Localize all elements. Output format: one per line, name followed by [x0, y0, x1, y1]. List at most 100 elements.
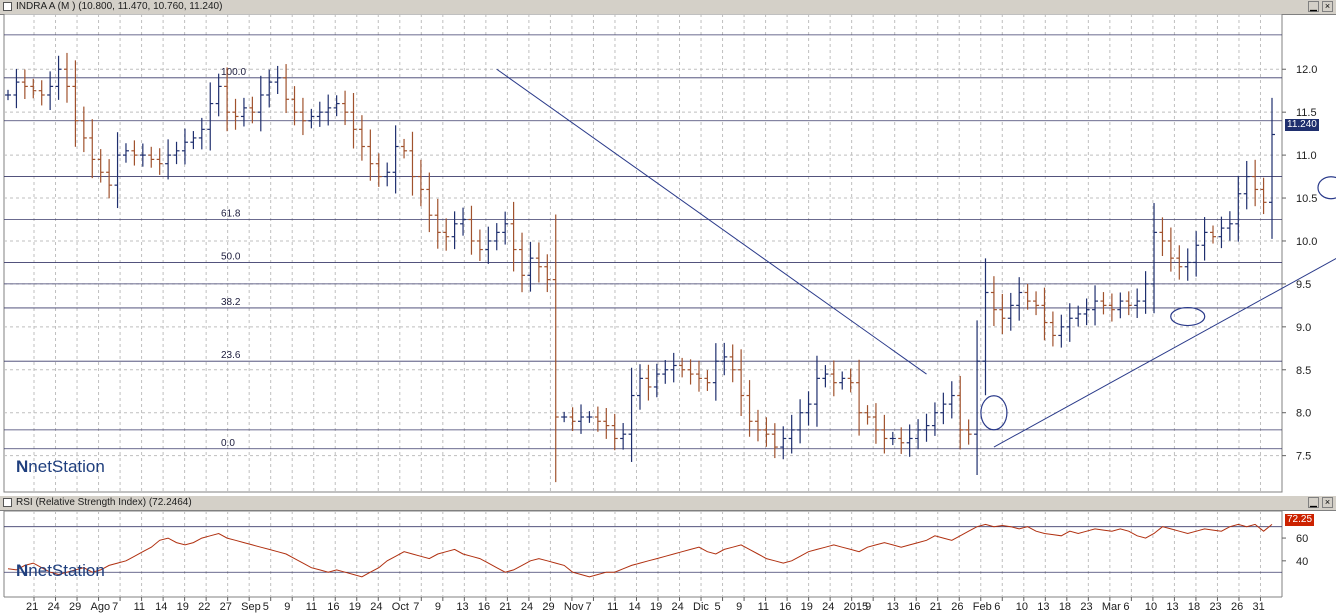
close-icon[interactable]: × [1322, 497, 1333, 508]
price-chart: 7.5 8.0 8.5 9.0 9.5 10.0 10.5 11.0 11.5 12.0 100.0… [3, 14, 1336, 493]
ohlc-bar [38, 80, 45, 106]
ohlc-bar [898, 427, 905, 454]
ohlc-bar [653, 363, 660, 398]
ohlc-bar [1100, 292, 1107, 315]
ohlc-bar [637, 364, 643, 410]
ohlc-bar [754, 409, 761, 442]
x-tick-label: 24 [521, 601, 533, 613]
ohlc-bar [915, 419, 922, 450]
ohlc-bar [207, 82, 214, 151]
minimize-button[interactable]: ▁ [1308, 497, 1319, 508]
ohlc-bar [460, 207, 467, 236]
x-tick-label: 19 [349, 601, 361, 613]
x-tick-label: 19 [177, 601, 189, 613]
ohlc-bar [805, 391, 812, 426]
ohlc-bar [999, 293, 1006, 334]
ohlc-bar [872, 403, 879, 444]
y-tick-label: 11.5 [1296, 107, 1317, 119]
ohlc-bar [645, 364, 652, 401]
close-icon[interactable]: × [1322, 1, 1333, 12]
x-tick-label: 13 [456, 601, 468, 613]
ohlc-bar [358, 115, 365, 161]
x-tick-label: 23 [1209, 601, 1221, 613]
x-tick-label: 24 [48, 601, 60, 613]
ohlc-bar [181, 128, 188, 165]
ohlc-bar [409, 131, 416, 196]
ohlc-bar [738, 349, 745, 417]
ohlc-bar [106, 159, 113, 199]
x-tick-label: 13 [1037, 601, 1049, 613]
x-tick-label: 26 [1231, 601, 1243, 613]
ohlc-bar [375, 153, 382, 187]
x-tick-label: 11 [758, 601, 769, 613]
ohlc-bar [923, 413, 930, 442]
ohlc-bar [485, 226, 492, 264]
ohlc-bar [434, 198, 441, 249]
ohlc-bar [1117, 292, 1124, 319]
ohlc-bar [13, 68, 20, 109]
panel-icon [3, 2, 12, 11]
ohlc-bar [148, 146, 155, 168]
x-axis: 21 24 29 Ago 7 11 14 19 22 27 Sep 5 9 11 16 19 24 Oct 7 9 13… [0, 597, 1336, 614]
ohlc-bar [1167, 227, 1174, 272]
ohlc-bar [350, 92, 357, 149]
ohlc-bar [224, 67, 231, 132]
ohlc-bar [797, 399, 804, 444]
ohlc-bar [443, 218, 450, 251]
x-tick-label: Nov [564, 601, 584, 613]
ohlc-bar [5, 89, 11, 101]
x-tick-label: 13 [887, 601, 899, 613]
fib-label: 38.2 [221, 297, 241, 308]
x-tick-label: 9 [736, 601, 742, 613]
trend-line [496, 68, 927, 375]
ohlc-bar [308, 108, 315, 129]
ohlc-bar [1058, 314, 1065, 348]
ohlc-bar [274, 65, 281, 94]
x-tick-label: 7 [413, 601, 419, 613]
x-tick-label: Sep [241, 601, 261, 613]
ohlc-bar [974, 320, 981, 475]
minimize-button[interactable]: ▁ [1308, 1, 1319, 12]
x-tick-label: Mar [1102, 601, 1121, 613]
ohlc-bar [695, 360, 702, 392]
trend-line [993, 257, 1336, 448]
y-tick-label: 7.5 [1296, 451, 1311, 463]
fib-label: 61.8 [221, 209, 241, 220]
ohlc-bar [1134, 288, 1141, 318]
ohlc-bar [47, 71, 54, 111]
y-tick-label: 8.5 [1296, 365, 1311, 377]
x-tick-label: 2015 [844, 601, 868, 613]
ohlc-bar [232, 98, 239, 130]
ohlc-bar [813, 355, 820, 427]
main-panel-titlebar: INDRA A (M ) (10.800, 11.470, 10.760, 11… [0, 0, 1336, 15]
y-tick-label: 10.0 [1296, 236, 1317, 248]
x-tick-label: 7 [585, 601, 591, 613]
x-tick-label: 26 [951, 601, 963, 613]
ohlc-bar [839, 371, 846, 390]
ohlc-bar [1235, 175, 1242, 242]
ohlc-bar [1184, 248, 1191, 281]
rsi-tick-label: 60 [1296, 533, 1308, 545]
y-tick-label: 9.5 [1296, 279, 1311, 291]
fib-label: 100.0 [221, 67, 246, 78]
rsi-panel-titlebar: RSI (Relative Strength Index) (72.2464) … [0, 496, 1336, 511]
x-tick-label: 29 [69, 601, 81, 613]
x-tick-label: 6 [1123, 601, 1129, 613]
ellipse-marker [980, 395, 1008, 431]
x-tick-label: 18 [1059, 601, 1071, 613]
x-tick-label: 31 [1252, 601, 1264, 613]
x-tick-label: 11 [134, 601, 145, 613]
ohlc-bar [401, 138, 408, 159]
ohlc-bar [266, 69, 273, 108]
netstation-icon: N [16, 561, 29, 580]
ohlc-bar [847, 368, 854, 393]
rsi-tick-label: 40 [1296, 556, 1308, 568]
fib-label: 0.0 [221, 438, 235, 449]
ohlc-bar [856, 359, 863, 436]
ohlc-bar [325, 94, 332, 126]
x-tick-label: 14 [155, 601, 167, 613]
ohlc-bar [982, 258, 989, 396]
ohlc-bar [527, 241, 534, 292]
rsi-watermark-logo: NnetStation [16, 561, 105, 580]
ohlc-bar [249, 96, 256, 124]
